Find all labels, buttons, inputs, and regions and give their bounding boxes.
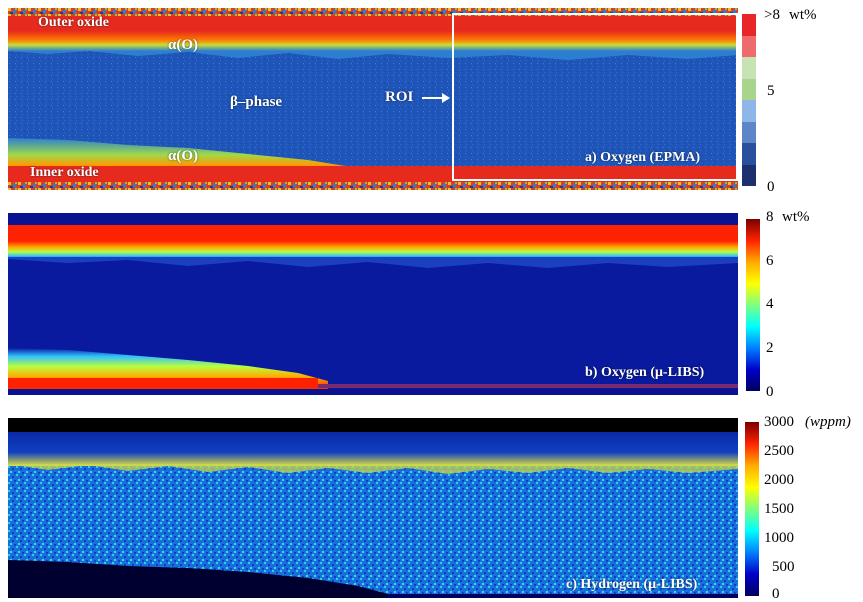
colorbar-a-segment <box>742 121 756 143</box>
colorbar-c-tick-0: 0 <box>772 586 780 602</box>
beta-phase-label: β–phase <box>230 94 283 110</box>
colorbar-b-tick-6: 6 <box>766 253 774 269</box>
colorbar-c-tick-1500: 1500 <box>764 501 794 517</box>
colorbar-a-segment <box>742 143 756 165</box>
colorbar-b-unit: wt% <box>782 209 810 225</box>
colorbar-b-tick-4: 4 <box>766 296 774 312</box>
colorbar-c-tick-500: 500 <box>772 559 795 575</box>
colorbar-a <box>742 14 756 186</box>
roi-arrow <box>422 93 450 103</box>
colorbar-a-tick-min: 0 <box>767 179 775 195</box>
alpha-bottom-label: α(O) <box>168 148 199 164</box>
colorbar-c-tick-2000: 2000 <box>764 472 794 488</box>
roi-box <box>452 13 738 181</box>
panel-b-caption: b) Oxygen (μ-LIBS) <box>585 365 705 380</box>
inner-oxide-label: Inner oxide <box>30 165 99 180</box>
colorbar-c <box>745 422 759 596</box>
colorbar-a-segment <box>742 100 756 122</box>
colorbar-b-tick-2: 2 <box>766 340 774 356</box>
colorbar-b-tick-8: 8 <box>766 209 774 225</box>
colorbar-c-tick-2500: 2500 <box>764 443 794 459</box>
colorbar-a-segment <box>742 164 756 186</box>
colorbar-a-segment <box>742 78 756 100</box>
panel-a-caption: a) Oxygen (EPMA) <box>585 150 701 165</box>
colorbar-a-segment <box>742 57 756 79</box>
panel-b: b) Oxygen (μ-LIBS) 8 wt% 6 4 2 0 <box>0 205 863 405</box>
hydrogen-libs-map <box>8 418 738 598</box>
colorbar-a-segment <box>742 35 756 57</box>
colorbar-a-tick-mid: 5 <box>767 83 775 99</box>
alpha-top-label: α(O) <box>168 37 199 53</box>
panel-a: Outer oxide α(O) β–phase ROI α(O) Inner … <box>0 0 863 200</box>
panel-c: c) Hydrogen (μ-LIBS) 3000 (wppm) 2500 20… <box>0 410 863 602</box>
oxygen-libs-map <box>8 213 738 395</box>
colorbar-c-tick-1000: 1000 <box>764 530 794 546</box>
roi-label: ROI <box>385 89 414 105</box>
colorbar-a-segment <box>742 14 756 36</box>
colorbar-a-unit: wt% <box>789 7 817 23</box>
outer-oxide-label: Outer oxide <box>38 15 109 30</box>
colorbar-b-tick-0: 0 <box>766 384 774 400</box>
colorbar-a-tick-max: >8 <box>764 7 780 23</box>
panel-c-caption: c) Hydrogen (μ-LIBS) <box>566 577 698 592</box>
oxygen-epma-map <box>8 8 738 190</box>
colorbar-b <box>746 219 760 391</box>
colorbar-c-unit: (wppm) <box>805 414 851 430</box>
colorbar-c-tick-3000: 3000 <box>764 414 794 430</box>
